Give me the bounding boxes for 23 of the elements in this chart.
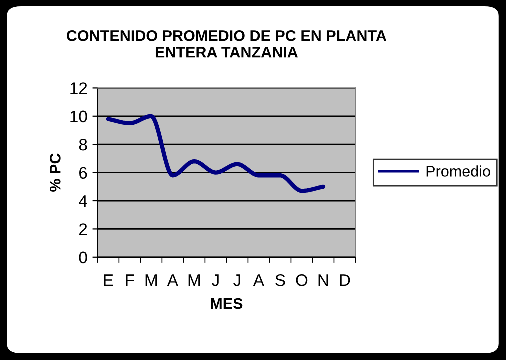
- x-tick-label: A: [253, 274, 264, 286]
- chart-title: CONTENIDO PROMEDIO DE PC EN PLANTA ENTERA TANZANIA: [67, 30, 387, 58]
- y-tick-label: 10: [70, 110, 88, 123]
- x-axis-title: MES: [211, 298, 243, 310]
- x-tick-label: N: [318, 274, 328, 286]
- x-tick-label: J: [234, 274, 240, 286]
- y-axis-title: % PC: [50, 154, 61, 192]
- x-tick-label: A: [167, 274, 178, 286]
- y-tick-label: 8: [79, 139, 88, 151]
- x-tick-label: F: [126, 274, 134, 286]
- y-tick-label: 0: [79, 252, 88, 264]
- x-tick-label: D: [340, 274, 350, 286]
- x-tick-label: E: [104, 274, 114, 286]
- y-tick-label: 2: [80, 224, 88, 236]
- x-tick-label: S: [276, 274, 286, 286]
- y-tick-label: 6: [80, 167, 88, 180]
- y-tick-label: 12: [70, 82, 88, 94]
- legend-label: Promedio: [426, 166, 490, 177]
- y-tick-label: 4: [79, 196, 88, 208]
- x-tick-label: O: [296, 274, 308, 286]
- x-tick-label: M: [146, 274, 157, 286]
- x-tick-label: J: [212, 274, 219, 286]
- x-tick-label: M: [188, 274, 200, 286]
